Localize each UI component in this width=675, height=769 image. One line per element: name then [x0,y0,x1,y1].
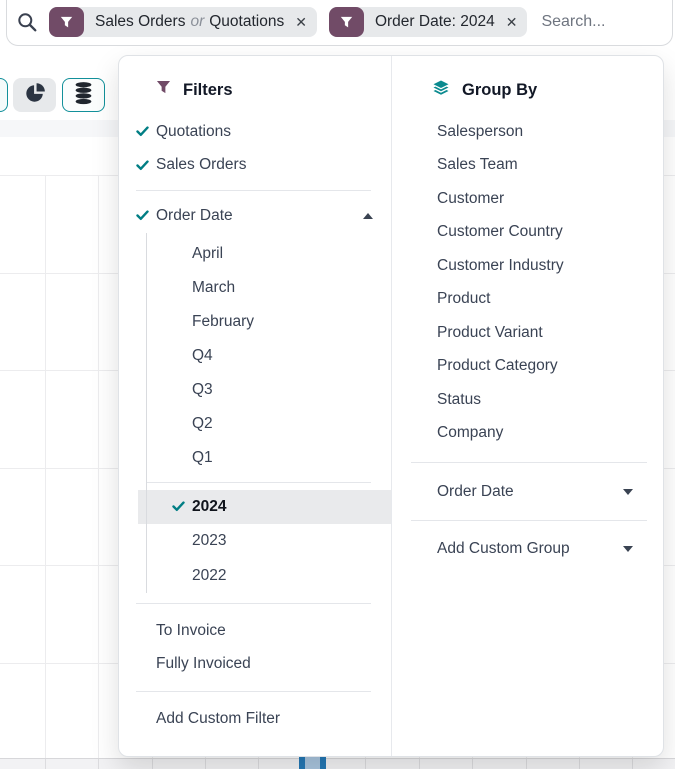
filter-option-q3[interactable]: Q3 [192,380,213,398]
check-icon [136,160,156,171]
check-icon [136,126,156,137]
facet-remove-icon[interactable]: ✕ [505,13,518,30]
filter-funnel-icon [49,7,84,37]
filter-item-sales-orders[interactable]: Sales Orders [119,149,391,183]
groupby-order-date-dropdown[interactable]: Order Date [392,475,663,509]
filter-funnel-icon [156,80,171,100]
filter-option-february[interactable]: February [192,312,255,330]
facet-remove-icon[interactable]: ✕ [295,13,307,30]
separator [411,520,647,521]
chevron-down-icon [623,489,633,495]
separator [411,462,647,463]
facet-label: Order Date: 2024 [374,13,495,30]
facet-joiner: or [190,13,205,30]
groupby-item-status[interactable]: Status [437,390,481,408]
search-bar: Sales Orders or Quotations ✕ Order Date:… [6,0,673,46]
layers-icon [432,79,450,102]
chart-type-button-partial[interactable] [0,78,8,112]
search-icon [15,12,37,32]
separator [136,691,371,692]
separator [136,190,371,191]
chart-bar [305,753,320,769]
filter-option-2024[interactable]: 2024 [138,489,391,524]
groupby-item-product-variant[interactable]: Product Variant [437,323,543,341]
filter-item-fully-invoiced[interactable]: Fully Invoiced [156,655,251,673]
filter-option-q1[interactable]: Q1 [192,448,213,466]
groupby-item-customer-industry[interactable]: Customer Industry [437,256,564,274]
stacked-view-button[interactable] [62,78,105,112]
separator [136,603,371,604]
chart-axis-line [0,758,675,759]
facet-label: Sales Orders or Quotations [95,13,285,30]
separator [146,481,371,483]
chart-bar [320,753,326,769]
add-custom-filter-button[interactable]: Add Custom Filter [156,709,281,727]
filters-header: Filters [119,78,391,102]
groupby-item-salesperson[interactable]: Salesperson [437,122,524,140]
filters-column: Filters Quotations Sales Orders Order Da… [119,56,391,756]
filter-option-march[interactable]: March [192,278,236,296]
search-options-dropdown: Filters Quotations Sales Orders Order Da… [118,55,664,757]
search-facet-order-date[interactable]: Order Date: 2024 ✕ [328,7,528,37]
groupby-column: Group By Salesperson Sales Team Customer… [391,56,663,756]
filter-option-2023[interactable]: 2023 [192,532,227,550]
check-icon [136,210,156,221]
groupby-item-company[interactable]: Company [437,424,504,442]
add-custom-group-dropdown[interactable]: Add Custom Group [392,532,663,566]
database-stack-icon [73,81,94,110]
order-date-submenu: April March February Q4 Q3 Q2 Q1 2024 20… [138,232,391,594]
search-input[interactable]: Search... [541,13,606,30]
groupby-item-product[interactable]: Product [437,290,491,308]
groupby-header: Group By [392,78,663,102]
filter-item-order-date[interactable]: Order Date [119,199,391,233]
pie-chart-icon [24,82,46,109]
filter-item-quotations[interactable]: Quotations [119,115,391,149]
groupby-item-product-category[interactable]: Product Category [437,357,558,375]
filter-funnel-icon [328,7,364,37]
groupby-item-sales-team[interactable]: Sales Team [437,156,518,174]
groupby-item-customer[interactable]: Customer [437,189,505,207]
chart-bar [299,753,305,769]
gridline [98,175,99,758]
filter-option-q4[interactable]: Q4 [192,346,213,364]
chevron-up-icon [363,212,373,219]
gridline [45,175,46,758]
filter-option-2022[interactable]: 2022 [192,566,227,584]
filter-option-q2[interactable]: Q2 [192,414,213,432]
chevron-down-icon [623,546,633,552]
chart-axis-strip [0,759,675,769]
search-facet-sales-orders-quotations[interactable]: Sales Orders or Quotations ✕ [49,7,317,37]
groupby-item-customer-country[interactable]: Customer Country [437,223,563,241]
check-icon [172,501,192,512]
filter-option-april[interactable]: April [192,244,224,262]
pie-chart-view-button[interactable] [13,78,56,112]
filter-item-to-invoice[interactable]: To Invoice [156,621,226,639]
